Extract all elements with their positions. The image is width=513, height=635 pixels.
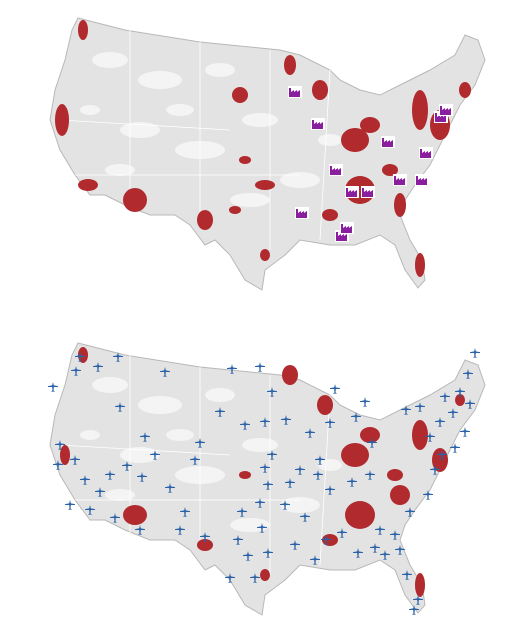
bottom-map — [49, 342, 486, 616]
terrain — [280, 497, 320, 513]
airport-icon — [48, 382, 58, 392]
region — [341, 443, 369, 467]
terrain — [92, 377, 128, 393]
region — [232, 87, 248, 103]
region — [360, 117, 380, 133]
region — [78, 20, 88, 40]
terrain — [230, 193, 270, 207]
region — [415, 573, 425, 597]
airport-icon — [65, 500, 75, 510]
terrain — [166, 104, 194, 116]
state-border — [319, 69, 331, 241]
region — [412, 90, 428, 130]
region — [317, 395, 333, 415]
airport-icon — [255, 362, 265, 372]
terrain — [105, 489, 135, 501]
region — [412, 420, 428, 450]
factory-icon — [311, 118, 325, 130]
region — [78, 179, 98, 191]
terrain — [105, 164, 135, 176]
state-border — [59, 119, 231, 131]
factory-icon — [415, 174, 429, 186]
region — [455, 394, 465, 406]
region — [197, 539, 213, 551]
factory-icon — [295, 207, 309, 219]
region — [312, 80, 328, 100]
region — [260, 249, 270, 261]
top-map — [49, 17, 486, 291]
terrain — [80, 430, 100, 440]
region — [387, 469, 403, 481]
region — [345, 501, 375, 529]
region — [55, 104, 69, 136]
region — [239, 471, 251, 479]
region — [197, 210, 213, 230]
factory-icon — [345, 186, 359, 198]
terrain — [280, 172, 320, 188]
terrain — [92, 52, 128, 68]
region — [415, 253, 425, 277]
terrain — [318, 459, 342, 471]
factory-icon — [393, 174, 407, 186]
region — [123, 505, 147, 525]
region — [239, 156, 251, 164]
region — [60, 445, 70, 465]
terrain — [230, 518, 270, 532]
airport-icon — [470, 348, 480, 358]
factory-icon — [361, 186, 375, 198]
region — [255, 180, 275, 190]
state-border — [319, 394, 331, 566]
region — [322, 209, 338, 221]
factory-icon — [288, 86, 302, 98]
terrain — [205, 388, 235, 402]
factory-icon — [419, 147, 433, 159]
airport-icon — [360, 397, 370, 407]
region — [459, 82, 471, 98]
factory-icon — [329, 164, 343, 176]
region — [284, 55, 296, 75]
region — [260, 569, 270, 581]
region — [390, 485, 410, 505]
terrain — [80, 105, 100, 115]
airport-icon — [330, 384, 340, 394]
factory-icon — [381, 136, 395, 148]
terrain — [138, 71, 182, 89]
region — [382, 164, 398, 176]
region — [123, 188, 147, 212]
region — [360, 427, 380, 443]
terrain — [242, 113, 278, 127]
region — [229, 206, 241, 214]
state-border — [59, 444, 231, 456]
terrain — [166, 429, 194, 441]
terrain — [242, 438, 278, 452]
terrain — [205, 63, 235, 77]
region — [394, 193, 406, 217]
region — [282, 365, 298, 385]
terrain — [318, 134, 342, 146]
factory-icon — [340, 222, 354, 234]
factory-icon — [439, 104, 453, 116]
terrain — [138, 396, 182, 414]
region — [341, 128, 369, 152]
